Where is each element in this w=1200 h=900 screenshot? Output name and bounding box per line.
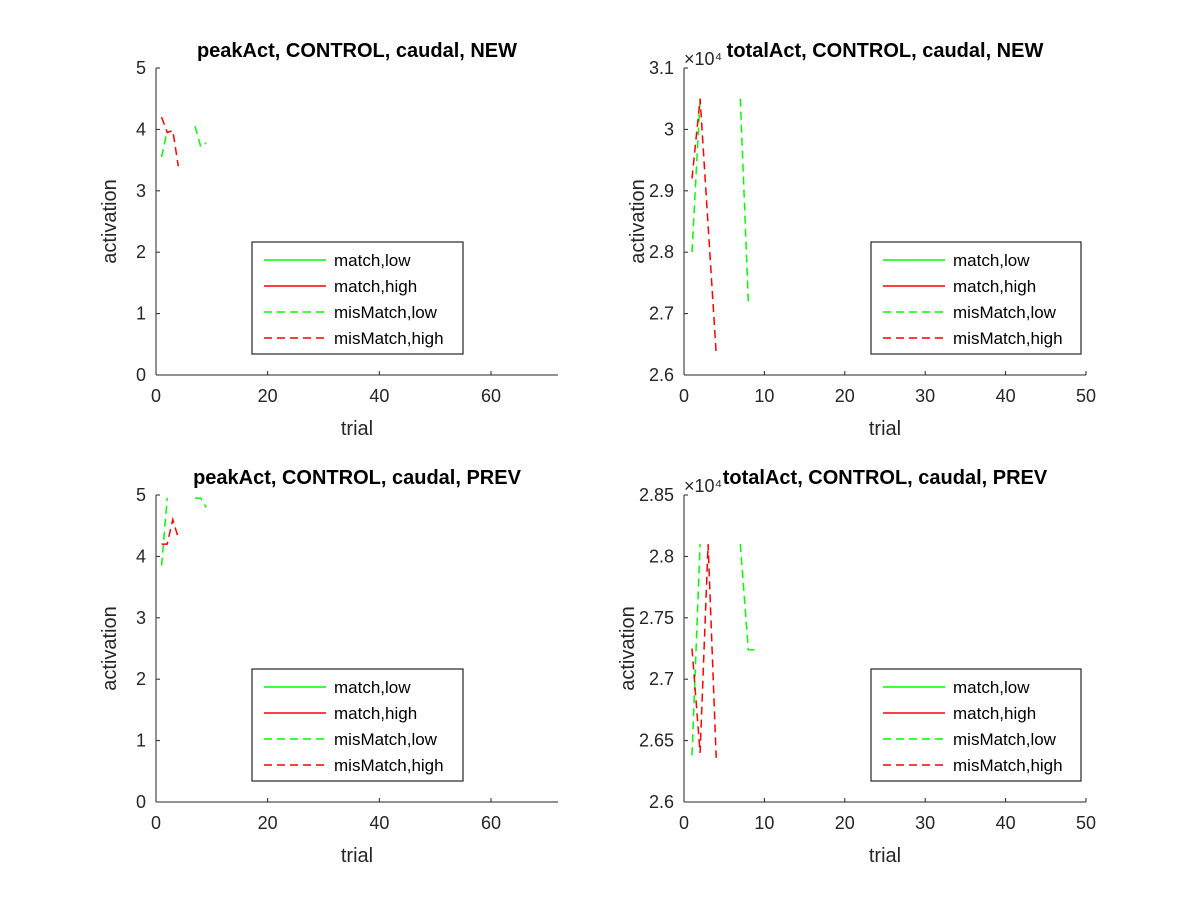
x-tick-label: 60: [481, 813, 501, 833]
series-line-mismatch-high: [691, 544, 717, 758]
series-line-mismatch-low: [691, 98, 701, 253]
legend: match,low match,high misMatch,low misMatch,…: [870, 241, 1082, 355]
y-tick-label: 2: [136, 669, 146, 689]
series-line-mismatch-low: [739, 544, 757, 651]
chart-title: peakAct, CONTROL, caudal, NEW: [197, 40, 517, 62]
series-line-mismatch-low: [160, 498, 168, 566]
legend-label: misMatch,low: [334, 303, 438, 322]
series-line-mismatch-low: [739, 98, 750, 302]
x-tick-label: 0: [679, 386, 689, 406]
y-tick-label: 2.6: [649, 792, 674, 812]
legend-label: misMatch,high: [953, 756, 1063, 775]
x-tick-label: 20: [835, 386, 855, 406]
y-tick-label: 2: [136, 242, 146, 262]
series-group: [160, 497, 207, 566]
legend-label: match,high: [953, 704, 1036, 723]
x-tick-label: 20: [258, 813, 278, 833]
legend-label: match,low: [334, 251, 411, 270]
series-line-mismatch-high: [160, 116, 180, 167]
x-axis-label: trial: [341, 845, 373, 867]
chart-title: peakAct, CONTROL, caudal, PREV: [193, 467, 522, 489]
series-line-mismatch-low: [194, 126, 207, 148]
y-exponent-label: ×10⁴: [684, 49, 722, 69]
subplot-4: 0 10 20 30 40 50 2.6 2.65 2.7 2.75 2.8 2.85 ×10⁴ tria…: [617, 467, 1096, 867]
subplot-3: 0 20 40 60 0 1 2 3 4 5 trial activation peakAct, CON…: [99, 467, 558, 867]
x-tick-label: 60: [481, 386, 501, 406]
legend-label: match,low: [953, 251, 1030, 270]
y-tick-label: 4: [136, 119, 146, 139]
series-line-mismatch-high: [161, 516, 180, 545]
x-tick-label: 20: [835, 813, 855, 833]
y-axis-label: activation: [617, 606, 639, 691]
legend: match,low match,high misMatch,low misMatch,…: [870, 668, 1082, 782]
legend-label: misMatch,high: [953, 329, 1063, 348]
legend-label: match,low: [953, 678, 1030, 697]
subplot-1: 0 20 40 60 0 1 2 3 4 5 trial activation peakAct, CON…: [99, 40, 558, 440]
x-tick-label: 0: [679, 813, 689, 833]
series-group: [160, 116, 207, 167]
y-tick-label: 2.8: [649, 546, 674, 566]
legend-label: match,high: [334, 277, 417, 296]
x-tick-label: 20: [258, 386, 278, 406]
y-exponent-label: ×10⁴: [684, 476, 722, 496]
x-tick-label: 10: [754, 386, 774, 406]
y-tick-label: 3: [136, 608, 146, 628]
x-tick-label: 0: [151, 813, 161, 833]
y-tick-label: 1: [136, 304, 146, 324]
y-tick-label: 2.65: [639, 731, 674, 751]
legend-label: match,low: [334, 678, 411, 697]
y-tick-label: 5: [136, 485, 146, 505]
x-tick-label: 50: [1076, 813, 1096, 833]
series-line-mismatch-low: [195, 497, 207, 508]
x-tick-label: 40: [996, 386, 1016, 406]
y-tick-label: 2.85: [639, 485, 674, 505]
y-tick-label: 2.7: [649, 304, 674, 324]
x-tick-label: 30: [915, 386, 935, 406]
legend-label: misMatch,low: [953, 303, 1057, 322]
x-tick-label: 30: [915, 813, 935, 833]
legend-label: misMatch,high: [334, 329, 444, 348]
x-axis-label: trial: [341, 418, 373, 440]
legend: match,low match,high misMatch,low misMatch,…: [251, 241, 464, 355]
x-tick-label: 40: [369, 386, 389, 406]
chart-title: totalAct, CONTROL, caudal, NEW: [727, 40, 1044, 62]
series-group: [691, 98, 750, 354]
legend-label: misMatch,high: [334, 756, 444, 775]
x-tick-label: 10: [754, 813, 774, 833]
y-tick-label: 2.75: [639, 608, 674, 628]
y-tick-label: 0: [136, 365, 146, 385]
y-tick-label: 2.7: [649, 669, 674, 689]
x-tick-label: 0: [151, 386, 161, 406]
subplot-2: 0 10 20 30 40 50 2.6 2.7 2.8 2.9 3 3.1 ×10⁴ trial acti…: [627, 40, 1096, 440]
y-tick-label: 0: [136, 792, 146, 812]
x-tick-label: 50: [1076, 386, 1096, 406]
y-tick-label: 2.6: [649, 365, 674, 385]
legend: match,low match,high misMatch,low misMatch,…: [251, 668, 464, 782]
chart-title: totalAct, CONTROL, caudal, PREV: [723, 467, 1048, 489]
legend-label: match,high: [953, 277, 1036, 296]
legend-label: misMatch,low: [334, 730, 438, 749]
y-axis-label: activation: [99, 606, 121, 691]
y-tick-label: 2.8: [649, 242, 674, 262]
series-line-mismatch-low: [691, 544, 701, 756]
x-tick-label: 40: [996, 813, 1016, 833]
y-tick-label: 3: [136, 181, 146, 201]
y-axis-label: activation: [627, 179, 649, 264]
x-tick-label: 40: [369, 813, 389, 833]
y-axis-label: activation: [99, 179, 121, 264]
series-group: [691, 544, 757, 758]
x-axis-label: trial: [869, 845, 901, 867]
series-line-mismatch-high: [691, 98, 717, 354]
legend-label: misMatch,low: [953, 730, 1057, 749]
y-tick-label: 3: [664, 119, 674, 139]
series-line-mismatch-low: [160, 130, 168, 158]
y-tick-label: 4: [136, 546, 146, 566]
legend-label: match,high: [334, 704, 417, 723]
y-tick-label: 5: [136, 58, 146, 78]
x-axis-label: trial: [869, 418, 901, 440]
y-tick-label: 3.1: [649, 58, 674, 78]
y-tick-label: 2.9: [649, 181, 674, 201]
y-tick-label: 1: [136, 731, 146, 751]
